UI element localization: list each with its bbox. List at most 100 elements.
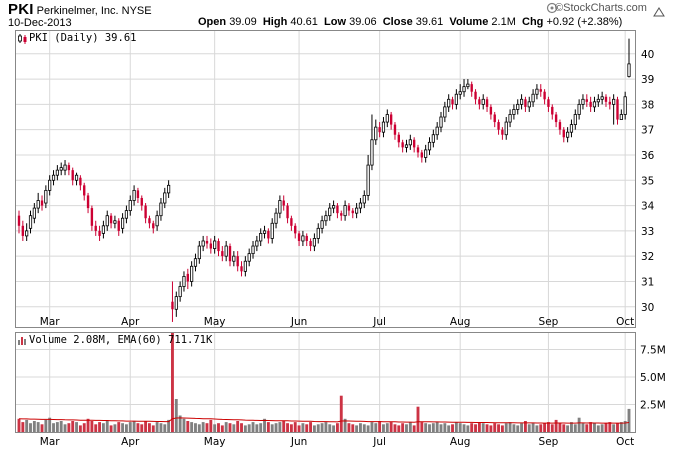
candle-body — [581, 98, 585, 105]
candle-body — [404, 144, 409, 148]
candle-body — [297, 233, 301, 241]
candle-body — [608, 101, 612, 105]
volume-bar — [71, 421, 75, 432]
volume-x-tick-label: Apr — [121, 436, 140, 448]
candle-body — [489, 106, 493, 115]
price-x-tick-label: Apr — [121, 316, 140, 328]
candle-body — [385, 114, 389, 123]
candle-body — [167, 184, 171, 194]
volume-bar — [121, 423, 125, 432]
candle-body — [485, 99, 489, 107]
volume-x-tick-label: Jun — [290, 436, 307, 448]
volume-bar — [136, 423, 140, 432]
candle-body — [94, 225, 97, 231]
volume-bar — [554, 419, 558, 432]
volume-bar — [581, 423, 585, 432]
candle-body — [316, 227, 320, 239]
candle-body — [67, 165, 71, 171]
candle-body — [416, 147, 420, 153]
volume-bar — [90, 421, 94, 432]
volume-bar — [596, 425, 600, 432]
price-y-tick-label: 37 — [641, 125, 654, 137]
volume-bar — [78, 425, 82, 432]
volume-bar — [270, 424, 274, 432]
candle-body — [332, 205, 336, 209]
candle-body — [190, 265, 194, 282]
volume-bar — [40, 424, 44, 432]
volume-bar — [140, 424, 144, 432]
candle-body — [40, 200, 44, 206]
volume-bar — [243, 425, 247, 432]
volume-bar — [389, 422, 393, 432]
volume-bar — [355, 425, 359, 432]
volume-bar — [105, 421, 109, 432]
volume-legend: Volume 2.08M, EMA(60) 711.71K — [29, 334, 213, 346]
candle-body — [105, 215, 109, 227]
volume-bar — [451, 424, 454, 432]
volume-bar — [347, 423, 351, 432]
candle-body — [543, 91, 546, 100]
candle-body — [328, 207, 332, 217]
volume-bar — [523, 421, 527, 432]
candle-body — [497, 122, 500, 130]
candle-body — [623, 96, 627, 115]
quote-bar: Open 39.09 High 40.61 Low 39.06 Close 39… — [198, 16, 622, 28]
candle-body — [569, 124, 574, 133]
candle-body — [79, 177, 82, 186]
candle-body — [140, 197, 143, 206]
price-y-tick-label: 39 — [641, 74, 654, 86]
candle-body — [519, 98, 524, 105]
volume-bar — [562, 424, 566, 432]
ticker-symbol: PKI — [8, 1, 34, 18]
volume-bar — [627, 408, 631, 432]
candlestick-icon — [18, 34, 27, 44]
volume-bar — [424, 423, 428, 432]
price-x-tick-label: May — [204, 316, 226, 328]
candle-body — [213, 240, 217, 249]
volume-bar — [82, 423, 86, 432]
volume-bar — [531, 423, 535, 432]
candle-body — [358, 202, 363, 209]
volume-bar — [600, 424, 604, 432]
volume-bars-icon — [18, 337, 26, 345]
candle-body — [562, 129, 565, 138]
volume-bar — [508, 422, 512, 432]
candle-body — [340, 213, 343, 216]
candle-body — [236, 256, 239, 267]
up-triangle-icon — [653, 7, 665, 17]
volume-bar — [190, 422, 194, 432]
volume-bar — [98, 422, 102, 432]
volume-bar — [539, 424, 543, 432]
candle-body — [551, 106, 554, 115]
candle-body — [98, 230, 101, 236]
volume-bar — [178, 415, 182, 432]
price-y-tick-label: 38 — [641, 99, 654, 111]
candle-body — [393, 124, 397, 135]
price-x-tick-label: Mar — [40, 316, 60, 328]
candle-body — [627, 63, 631, 77]
volume-bar — [159, 423, 163, 432]
volume-bar — [589, 422, 593, 432]
candle-body — [209, 243, 213, 249]
volume-x-tick-label: Mar — [40, 436, 60, 448]
volume-bar — [259, 423, 263, 432]
candle-body — [294, 225, 297, 234]
volume-bar — [44, 419, 48, 432]
candle-body — [389, 114, 393, 125]
volume-bar — [109, 425, 113, 432]
candle-body — [351, 210, 354, 214]
candle-body — [612, 98, 616, 105]
volume-bar — [516, 425, 520, 432]
volume-bar — [435, 422, 439, 432]
volume-x-axis: MarAprMayJunJulAugSepOctNovDec — [40, 436, 634, 448]
candle-body — [585, 99, 588, 102]
candle-body — [470, 84, 473, 92]
volume-bar — [339, 395, 343, 432]
volume-bar — [55, 422, 59, 432]
volume-bar — [593, 423, 596, 432]
volume-bar — [144, 421, 148, 432]
volume-bar — [343, 418, 347, 432]
candle-body — [251, 245, 255, 255]
volume-bar — [209, 419, 213, 432]
volume-bar — [155, 422, 159, 432]
